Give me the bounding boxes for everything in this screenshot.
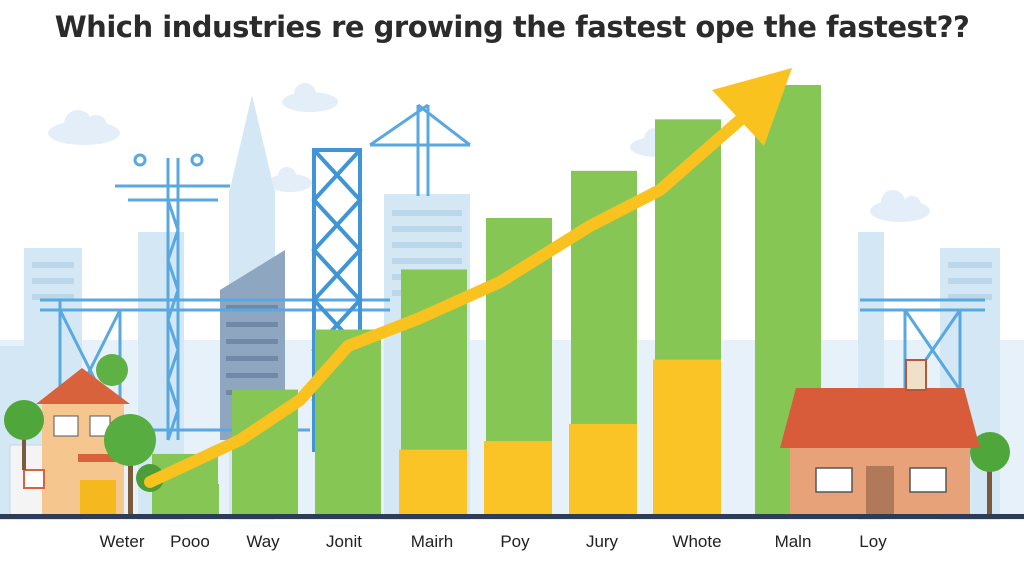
house-left-decoration <box>9 368 130 516</box>
bar-yellow-poy <box>484 441 552 514</box>
trend-arrow-line <box>144 114 746 488</box>
x-tick-label: Way <box>246 532 280 551</box>
bar-yellow-mairh <box>399 449 467 514</box>
x-tick-label: Loy <box>859 532 887 551</box>
ground-line <box>0 514 1024 519</box>
trend-arrow <box>144 68 792 488</box>
x-tick-label: Poy <box>500 532 530 551</box>
x-axis-tick-labels: Weter Pooo Way Jonit Mairh Poy Jury Whote Maln Lo… <box>0 532 1024 556</box>
house-right-decoration <box>780 359 980 516</box>
bar-green-jonit <box>315 329 381 514</box>
x-tick-label: Weter <box>99 532 145 551</box>
tree-decoration <box>4 354 1010 516</box>
x-tick-label: Mairh <box>410 532 454 551</box>
trend-arrow-head <box>712 68 792 146</box>
x-tick-label: Maln <box>774 532 812 551</box>
x-tick-label: Jonit <box>326 532 362 551</box>
x-tick-label: Pooo <box>170 532 210 551</box>
bar-yellow-jury <box>569 423 637 514</box>
x-tick-label: Whote <box>672 532 722 551</box>
crane-decoration <box>115 103 471 441</box>
chart-title: Which industries re growing the fastest … <box>54 10 970 44</box>
x-tick-label: Jury <box>585 532 619 551</box>
bar-yellow-whote <box>653 359 721 514</box>
